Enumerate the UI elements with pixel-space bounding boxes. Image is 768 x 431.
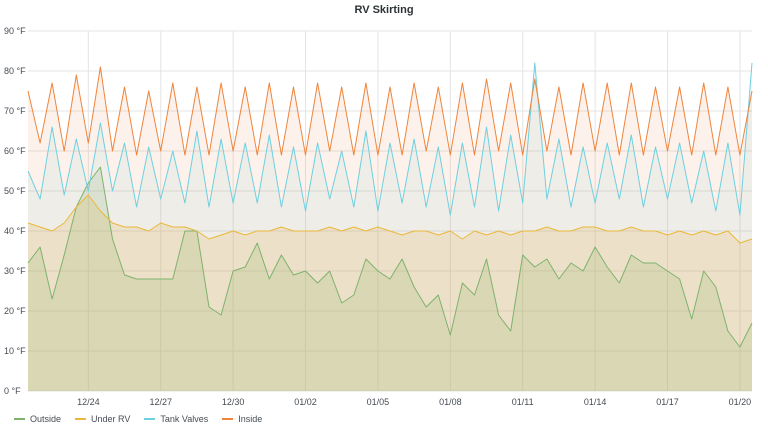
legend-item-outside[interactable]: Outside: [14, 414, 61, 424]
legend-swatch: [144, 418, 156, 420]
y-tick-label: 40 °F: [4, 226, 26, 236]
series-area-tank-valves: [28, 63, 752, 391]
y-axis: 0 °F 10 °F 20 °F 30 °F 40 °F 50 °F 60 °F 70 °F 8…: [4, 26, 26, 396]
legend-item-inside[interactable]: Inside: [222, 414, 262, 424]
y-tick-label: 70 °F: [4, 106, 26, 116]
legend-swatch: [222, 418, 234, 420]
y-tick-label: 10 °F: [4, 346, 26, 356]
x-tick-label: 01/11: [512, 397, 534, 407]
legend-swatch: [75, 418, 87, 420]
x-axis: 12/24 12/27 12/30 01/02 01/05 01/08 01/11 01/14…: [77, 397, 751, 407]
y-tick-label: 90 °F: [4, 26, 26, 36]
y-tick-label: 0 °F: [4, 386, 21, 396]
legend: Outside Under RV Tank Valves Inside: [14, 414, 262, 424]
legend-item-under-rv[interactable]: Under RV: [75, 414, 130, 424]
x-tick-label: 12/27: [149, 397, 172, 407]
chart-title: RV Skirting: [354, 4, 414, 16]
x-tick-label: 01/14: [584, 397, 607, 407]
x-tick-label: 01/17: [656, 397, 679, 407]
legend-item-tank-valves[interactable]: Tank Valves: [144, 414, 208, 424]
legend-label: Outside: [30, 414, 62, 424]
series-area-under-rv: [28, 195, 752, 391]
series-area-inside: [28, 67, 752, 391]
series-line-tank-valves: [27, 62, 753, 216]
series-line-outside: [27, 166, 753, 348]
y-tick-label: 50 °F: [4, 186, 26, 196]
x-tick-label: 01/05: [367, 397, 390, 407]
series-line-under-rv: [27, 194, 753, 244]
legend-label: Under RV: [91, 414, 131, 424]
legend-swatch: [14, 418, 25, 420]
series-lines: [27, 62, 753, 348]
legend-label: Inside: [238, 414, 263, 424]
y-tick-label: 60 °F: [4, 146, 26, 156]
x-tick-label: 12/30: [222, 397, 245, 407]
series-line-inside: [27, 66, 753, 156]
x-tick-label: 01/08: [439, 397, 462, 407]
y-tick-label: 30 °F: [4, 266, 26, 276]
y-tick-label: 20 °F: [4, 306, 26, 316]
x-tick-label: 12/24: [77, 397, 100, 407]
x-tick-label: 01/20: [729, 397, 752, 407]
y-tick-label: 80 °F: [4, 66, 26, 76]
x-tick-label: 01/02: [294, 397, 317, 407]
legend-label: Tank Valves: [160, 414, 209, 424]
